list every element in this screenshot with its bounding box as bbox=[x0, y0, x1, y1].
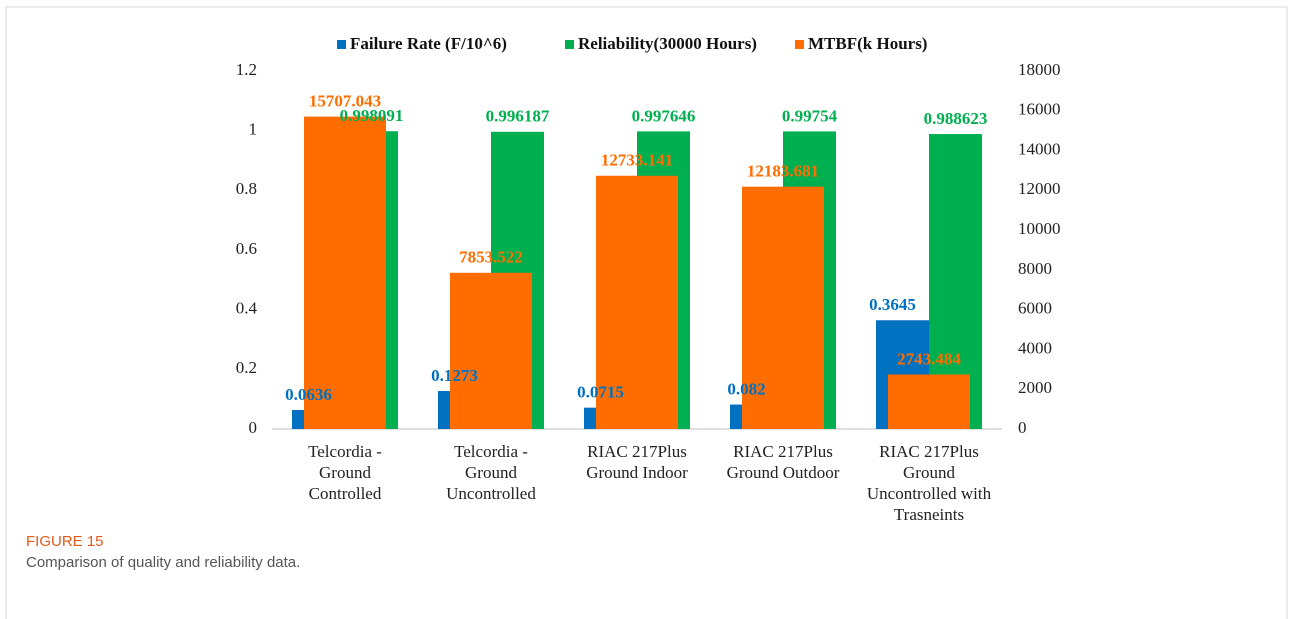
bar bbox=[742, 186, 824, 429]
legend-swatch bbox=[337, 40, 346, 49]
y-tick-label: 1 bbox=[249, 120, 258, 139]
y2-tick-label: 6000 bbox=[1018, 299, 1052, 318]
legend-swatch bbox=[565, 40, 574, 49]
x-tick-label: RIAC 217Plus Ground Indoor bbox=[586, 442, 688, 482]
data-label: 12733.141 bbox=[601, 151, 673, 170]
data-label: 7853.522 bbox=[459, 248, 523, 267]
data-label: 0.988623 bbox=[924, 109, 988, 128]
y2-tick-label: 12000 bbox=[1018, 179, 1061, 198]
data-label: 12183.681 bbox=[747, 162, 819, 181]
bar bbox=[596, 175, 678, 429]
y2-tick-label: 14000 bbox=[1018, 139, 1061, 158]
x-tick-label: Telcordia - Ground Uncontrolled bbox=[446, 442, 536, 503]
x-tick-label: RIAC 217Plus Ground Uncontrolled with Tr… bbox=[866, 442, 992, 524]
x-tick-label: RIAC 217Plus Ground Outdoor bbox=[726, 442, 840, 482]
y2-tick-label: 2000 bbox=[1018, 378, 1052, 397]
y2-tick-label: 4000 bbox=[1018, 338, 1052, 357]
data-label: 0.082 bbox=[727, 379, 765, 398]
data-label: 0.0636 bbox=[285, 385, 332, 404]
data-label: 2743.484 bbox=[897, 349, 961, 368]
x-tick-label: Telcordia - Ground Controlled bbox=[308, 442, 382, 503]
y-tick-label: 0.2 bbox=[236, 358, 257, 377]
data-label: 0.99754 bbox=[782, 106, 838, 125]
data-label: 0.1273 bbox=[431, 366, 478, 385]
legend-label: Reliability(30000 Hours) bbox=[578, 34, 757, 53]
y-tick-label: 0.6 bbox=[236, 239, 257, 258]
data-label: 15707.043 bbox=[309, 92, 381, 111]
legend-label: MTBF(k Hours) bbox=[808, 34, 927, 53]
bar bbox=[304, 116, 386, 429]
legend-label: Failure Rate (F/10^6) bbox=[350, 34, 507, 53]
y-tick-label: 1.2 bbox=[236, 60, 257, 79]
y-tick-label: 0.8 bbox=[236, 179, 257, 198]
y2-tick-label: 18000 bbox=[1018, 60, 1061, 79]
y2-tick-label: 0 bbox=[1018, 418, 1027, 437]
figure-label: FIGURE 15 bbox=[26, 533, 104, 550]
y2-tick-label: 16000 bbox=[1018, 100, 1061, 119]
data-label: 0.0715 bbox=[577, 383, 624, 402]
frame bbox=[5, 6, 1288, 619]
y2-tick-label: 10000 bbox=[1018, 219, 1061, 238]
figure-caption: Comparison of quality and reliability da… bbox=[26, 554, 301, 571]
data-label: 0.998091 bbox=[340, 106, 404, 125]
legend-swatch bbox=[795, 40, 804, 49]
data-label: 0.997646 bbox=[632, 106, 696, 125]
y-tick-label: 0 bbox=[249, 418, 258, 437]
y2-tick-label: 8000 bbox=[1018, 259, 1052, 278]
bar bbox=[450, 272, 532, 429]
bar bbox=[888, 374, 970, 429]
data-label: 0.3645 bbox=[869, 295, 916, 314]
data-label: 0.996187 bbox=[486, 107, 550, 126]
y-tick-label: 0.4 bbox=[236, 299, 258, 318]
